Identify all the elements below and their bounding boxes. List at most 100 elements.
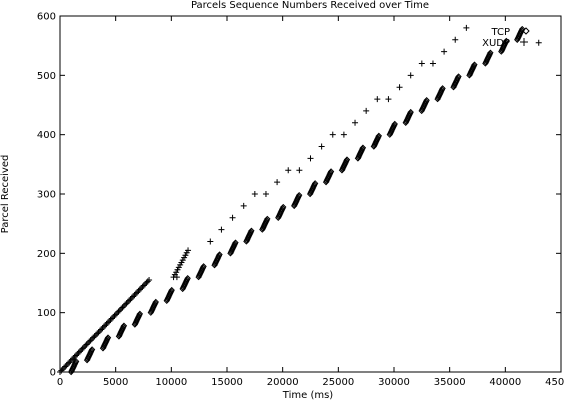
- x-tick-label: 30000: [378, 377, 410, 388]
- xudp-data-point: [285, 167, 292, 174]
- xudp-data-point: [142, 281, 149, 288]
- tcp-data-point: [184, 275, 191, 282]
- xudp-data-point: [128, 294, 135, 301]
- xudp-data-point: [218, 226, 225, 233]
- xudp-data-point: [103, 320, 110, 327]
- tcp-data-point: [88, 346, 96, 353]
- xudp-data-point: [374, 96, 381, 103]
- xudp-data-point: [407, 72, 414, 79]
- xudp-data-point: [106, 318, 113, 325]
- xudp-data-point: [115, 308, 122, 315]
- xudp-data-point: [82, 342, 89, 349]
- xudp-data-point: [173, 274, 180, 281]
- xudp-data-point: [146, 277, 153, 284]
- tcp-data-point: [120, 322, 128, 329]
- tcp-data-point: [519, 25, 526, 33]
- xudp-data-point: [79, 345, 86, 352]
- xudp-data-point: [112, 311, 119, 318]
- xudp-data-point: [95, 329, 102, 336]
- xudp-data-point: [66, 359, 73, 366]
- xudp-data-point: [118, 305, 125, 312]
- x-tick-label: 25000: [322, 377, 354, 388]
- xudp-data-point: [143, 279, 150, 286]
- tcp-data-point: [439, 85, 446, 92]
- tcp-data-point: [487, 49, 494, 56]
- tcp-data-point: [264, 215, 271, 223]
- x-tick-label: 0: [57, 377, 63, 388]
- tcp-data-point: [471, 61, 478, 68]
- xudp-data-point: [104, 319, 111, 326]
- x-tick-label: 10000: [155, 377, 187, 388]
- xudp-data-point: [123, 300, 130, 307]
- xudp-data-point: [132, 290, 139, 297]
- xudp-data-point: [251, 191, 258, 197]
- tcp-data-point: [407, 108, 414, 116]
- xudp-data-point: [120, 303, 127, 310]
- tcp-data-point: [375, 132, 383, 140]
- xudp-data-point: [144, 278, 151, 285]
- tcp-data-point: [455, 73, 462, 80]
- tcp-data-point: [152, 298, 160, 306]
- xudp-data-point: [107, 316, 114, 323]
- tcp-data-point: [248, 227, 255, 234]
- xudp-data-point: [329, 131, 336, 138]
- y-tick-label: 200: [37, 249, 56, 260]
- xudp-data-point: [535, 39, 542, 46]
- xudp-data-point: [76, 348, 83, 355]
- xudp-data-point: [134, 289, 141, 296]
- tcp-data-point: [327, 168, 335, 175]
- xudp-data-point: [99, 325, 106, 332]
- tcp-data-point: [168, 286, 175, 294]
- tcp-data-point: [72, 358, 80, 365]
- xudp-data-point: [87, 337, 94, 344]
- legend-label-tcp: TCP: [490, 27, 510, 38]
- xudp-data-point: [136, 286, 143, 293]
- xudp-data-point: [110, 314, 117, 321]
- x-tick-label: 5000: [103, 377, 128, 388]
- y-tick-label: 400: [37, 130, 56, 141]
- x-tick-label: 35000: [434, 377, 466, 388]
- xudp-data-point: [111, 312, 118, 319]
- tcp-data-point: [295, 191, 303, 199]
- tcp-data-point: [343, 156, 351, 163]
- xudp-data-point: [78, 347, 85, 354]
- y-tick-label: 600: [37, 12, 56, 23]
- data-marks: [57, 24, 542, 376]
- xudp-data-point: [207, 238, 214, 245]
- xudp-data-point: [307, 155, 314, 162]
- y-tick-label: 100: [37, 308, 56, 319]
- xudp-data-point: [135, 288, 142, 295]
- y-tick-label: 300: [37, 190, 56, 201]
- xudp-data-point: [138, 285, 145, 292]
- xudp-data-point: [463, 24, 470, 31]
- y-axis-label: Parcel Received: [0, 155, 11, 234]
- xudp-data-point: [122, 301, 129, 308]
- xudp-data-point: [262, 191, 269, 197]
- x-tick-label: 40000: [489, 377, 521, 388]
- xudp-data-point: [64, 360, 71, 367]
- xudp-data-point: [452, 36, 459, 43]
- xudp-data-point: [102, 322, 109, 329]
- x-tick-label: 20000: [267, 377, 299, 388]
- x-tick-label: 45000: [545, 377, 564, 388]
- tcp-data-point: [232, 239, 239, 246]
- tcp-data-point: [136, 310, 144, 318]
- xudp-data-point: [91, 333, 98, 340]
- xudp-data-point: [86, 338, 93, 345]
- xudp-data-point: [68, 356, 75, 363]
- xudp-data-point: [240, 202, 247, 209]
- y-tick-label: 500: [37, 71, 56, 82]
- legend-marker-tcp: [522, 27, 530, 35]
- xudp-data-point: [57, 369, 63, 375]
- xudp-data-point: [274, 179, 281, 186]
- xudp-data-point: [98, 326, 105, 333]
- x-tick-label: 15000: [211, 377, 243, 388]
- xudp-data-point: [385, 96, 392, 103]
- y-tick-label: 0: [50, 368, 56, 379]
- xudp-data-point: [90, 334, 97, 341]
- xudp-data-point: [63, 362, 70, 369]
- xudp-data-point: [185, 247, 192, 254]
- xudp-data-point: [340, 131, 347, 138]
- xudp-data-point: [71, 353, 78, 360]
